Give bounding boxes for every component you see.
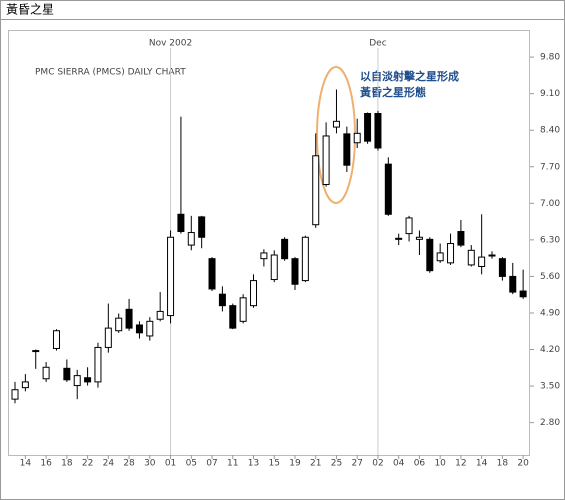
candle-body — [281, 238, 289, 260]
candle-body — [73, 375, 81, 387]
x-tick-label: 02 — [372, 459, 383, 469]
candle-body — [384, 163, 392, 215]
x-tick-label: 05 — [186, 459, 197, 469]
candle-body — [218, 293, 226, 307]
candle-body — [32, 350, 40, 353]
y-tick-label: 3.50 — [540, 382, 560, 392]
candle-body — [167, 236, 175, 317]
x-tick-label: 16 — [40, 459, 52, 469]
candle-body — [291, 258, 299, 285]
x-tick-label: 01 — [165, 459, 176, 469]
candle-body — [364, 113, 372, 142]
y-tick-label: 7.70 — [540, 162, 560, 172]
candle-body — [343, 133, 351, 166]
y-tick-label: 6.30 — [540, 235, 560, 245]
x-tick-label: 14 — [476, 459, 488, 469]
candle-body — [115, 317, 123, 332]
candle-body — [11, 389, 19, 400]
candle-body — [208, 258, 216, 290]
candle-body — [498, 258, 506, 277]
y-tick-label: 4.20 — [540, 345, 560, 355]
header-title: 黃昏之星 — [6, 3, 54, 17]
x-tick-label: 28 — [123, 459, 135, 469]
candle-body — [519, 290, 527, 298]
x-tick-label: 10 — [434, 459, 446, 469]
x-tick-label: 27 — [351, 459, 362, 469]
candle-body — [405, 217, 413, 235]
candle-body — [146, 320, 154, 337]
y-tick-label: 2.80 — [540, 418, 560, 428]
candle-body — [488, 254, 496, 257]
plot-frame — [8, 30, 530, 456]
candle-body — [94, 346, 102, 383]
candle-body — [467, 249, 475, 266]
candle-body — [436, 252, 444, 262]
x-tick-label: 15 — [269, 459, 280, 469]
annotation: 黃昏之星形態 — [359, 85, 426, 99]
candle-body — [457, 231, 465, 246]
candle-body — [177, 213, 185, 233]
candle-body — [42, 366, 50, 380]
y-tick-label: 8.40 — [540, 126, 560, 136]
candle-body — [509, 275, 517, 293]
candle-body — [322, 135, 330, 186]
candle-body — [84, 377, 92, 383]
candle-body — [239, 297, 247, 322]
candle-body — [135, 324, 143, 334]
candle-body — [52, 330, 60, 349]
candle-body — [187, 232, 195, 246]
candle-body — [301, 236, 309, 282]
y-tick-label: 9.80 — [540, 53, 560, 63]
x-tick-label: 20 — [517, 459, 529, 469]
x-tick-label: 18 — [61, 459, 73, 469]
chart-title: PMC SIERRA (PMCS) DAILY CHART — [35, 68, 186, 78]
candle-body — [125, 308, 133, 329]
candle-body — [104, 327, 112, 348]
candle-body — [478, 256, 486, 267]
y-tick-label: 4.90 — [540, 308, 560, 318]
x-tick-label: 22 — [82, 459, 93, 469]
candle-body — [447, 243, 455, 264]
candle-body — [250, 280, 258, 307]
candle-body — [198, 216, 206, 238]
x-tick-label: 18 — [497, 459, 509, 469]
candle-body — [312, 155, 320, 226]
x-tick-label: 25 — [331, 459, 342, 469]
y-tick-label: 9.10 — [540, 89, 560, 99]
y-tick-label: 7.00 — [540, 199, 560, 209]
x-tick-label: 24 — [103, 459, 115, 469]
candle-body — [374, 113, 382, 149]
candle-body — [353, 132, 361, 144]
x-tick-label: 11 — [227, 459, 238, 469]
x-tick-label: 07 — [206, 459, 217, 469]
candle-body — [415, 236, 423, 240]
candle-body — [63, 367, 71, 381]
month-label: Nov 2002 — [149, 39, 192, 49]
candle-body — [260, 252, 268, 260]
x-tick-label: 14 — [20, 459, 32, 469]
candle-body — [395, 237, 403, 240]
candle-body — [270, 254, 278, 281]
x-tick-label: 21 — [310, 459, 321, 469]
x-tick-label: 13 — [248, 459, 259, 469]
x-tick-label: 19 — [289, 459, 301, 469]
x-tick-label: 30 — [144, 459, 156, 469]
y-tick-label: 5.60 — [540, 272, 560, 282]
candle-body — [156, 310, 164, 320]
x-tick-label: 12 — [455, 459, 466, 469]
annotation: 以自淡射擊之星形成 — [360, 69, 459, 83]
x-tick-label: 06 — [414, 459, 426, 469]
month-label: Dec — [369, 39, 386, 49]
candle-body — [229, 305, 237, 329]
candle-body — [426, 238, 434, 272]
candle-body — [332, 120, 340, 128]
x-tick-label: 04 — [393, 459, 405, 469]
candle-body — [21, 381, 29, 389]
